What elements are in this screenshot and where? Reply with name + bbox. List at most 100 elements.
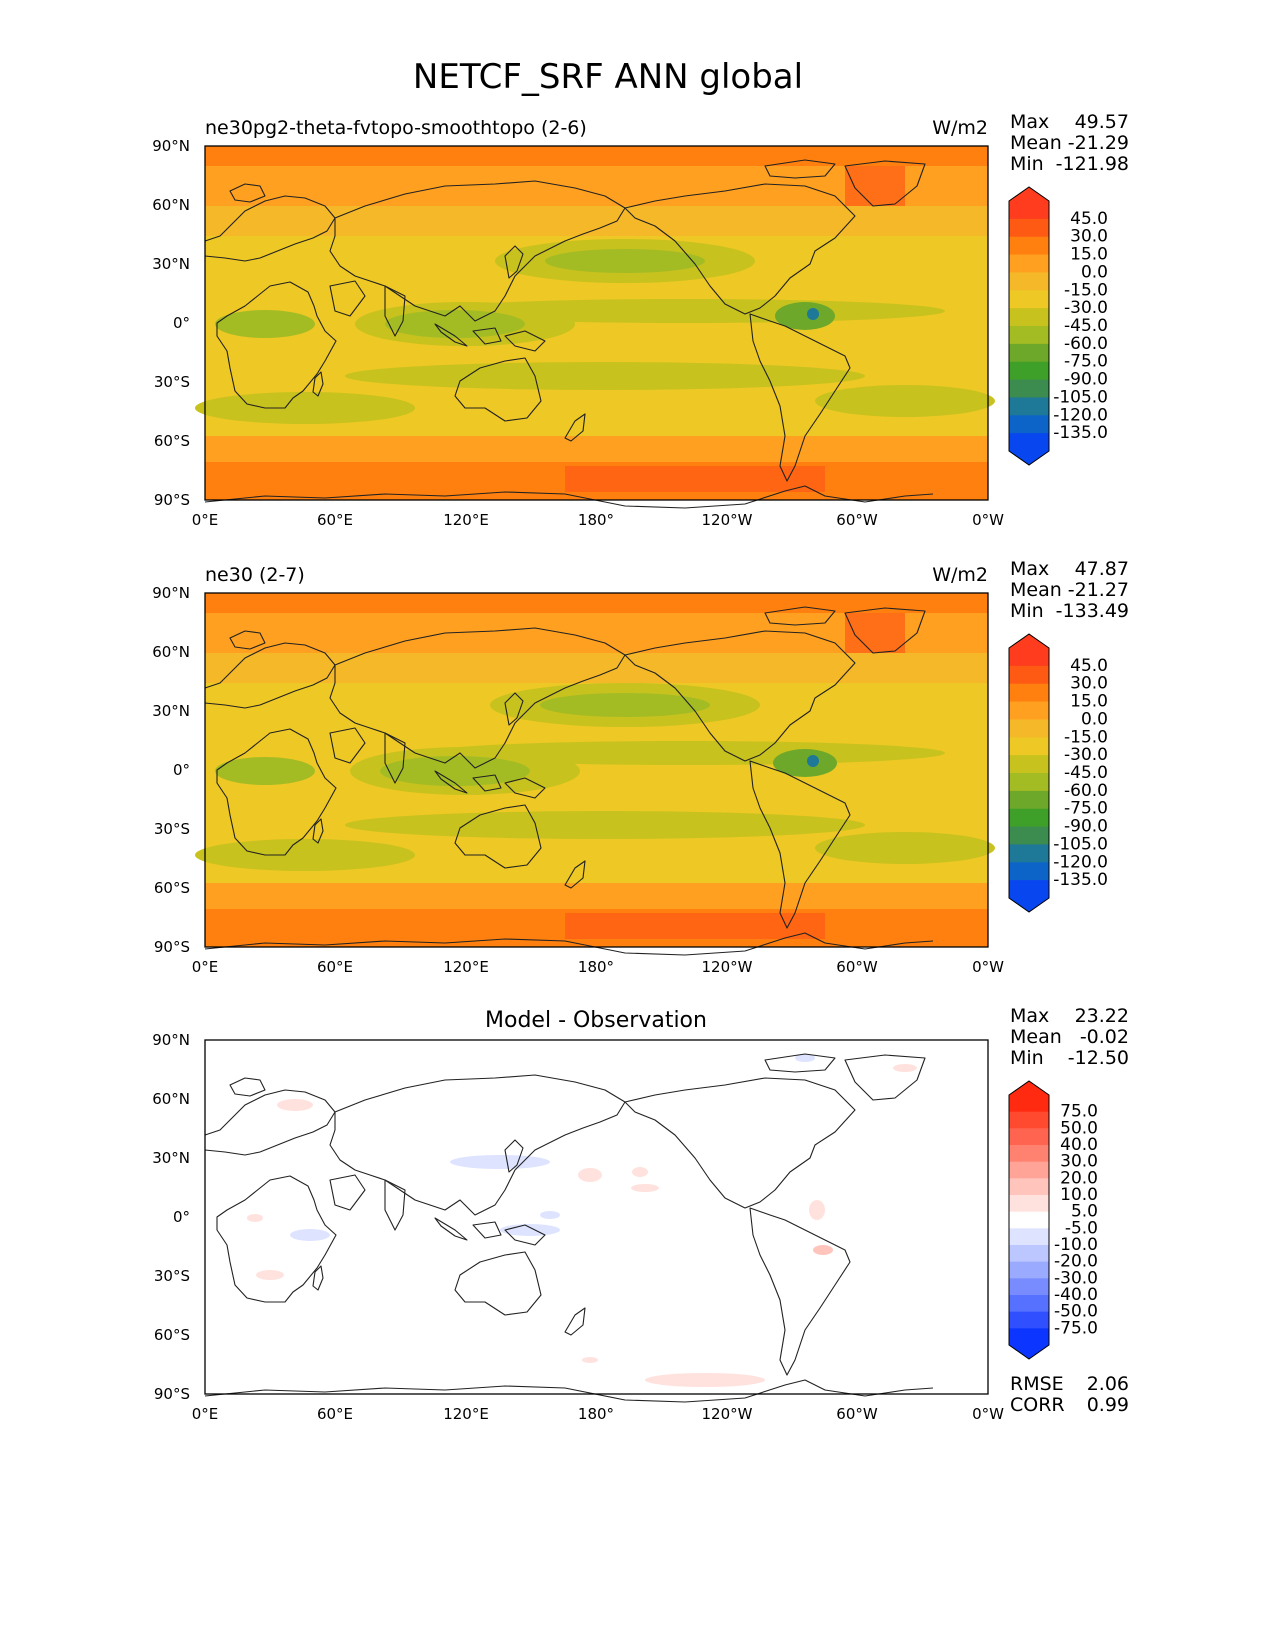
panel-2-lat-tick: 90°S bbox=[154, 938, 190, 956]
colorbar-segment bbox=[1009, 1295, 1049, 1313]
colorbar-tick-label: -40.0 bbox=[1054, 1285, 1098, 1305]
min-label: Min bbox=[1010, 600, 1044, 622]
colorbar-segment bbox=[1009, 1195, 1049, 1213]
colorbar-segment bbox=[1009, 719, 1049, 738]
colorbar-tick-label: 50.0 bbox=[1060, 1118, 1098, 1138]
panel-2: ne30 (2-7) W/m2 90°N bbox=[152, 558, 1129, 976]
colorbar-tick-label: -45.0 bbox=[1064, 763, 1108, 783]
panel-1-lon-tick: 60°E bbox=[317, 511, 353, 529]
panel-2-colorbar: 45.030.015.00.0-15.0-30.0-45.0-60.0-75.0… bbox=[1008, 633, 1108, 913]
panel-3-lon-tick: 0°E bbox=[192, 1405, 219, 1423]
panel-1-lon-ticks: 0°E 60°E 120°E 180° 120°W 60°W 0°W bbox=[192, 511, 1004, 529]
min-label: Min bbox=[1010, 1047, 1044, 1069]
colorbar-tick-label: -45.0 bbox=[1064, 316, 1108, 336]
colorbar-segment bbox=[1009, 773, 1049, 792]
colorbar-segment bbox=[1009, 880, 1049, 899]
colorbar-tick-label: -75.0 bbox=[1054, 1318, 1098, 1338]
colorbar-segment bbox=[1009, 1095, 1049, 1113]
colorbar-tick-label: -10.0 bbox=[1054, 1235, 1098, 1255]
colorbar-segment bbox=[1009, 1261, 1049, 1279]
colorbar-segment bbox=[1009, 683, 1049, 703]
panel-1-stats: Max 49.57 Mean -21.29 Min -121.98 bbox=[1010, 111, 1129, 175]
panel-2-stats: Max 47.87 Mean -21.27 Min -133.49 bbox=[1010, 558, 1129, 622]
panel-3-lat-tick: 60°S bbox=[154, 1326, 190, 1344]
colorbar-extend-min bbox=[1009, 898, 1049, 912]
colorbar-extend-max bbox=[1009, 1081, 1049, 1095]
colorbar-segment bbox=[1009, 844, 1049, 863]
colorbar-tick-label: -15.0 bbox=[1064, 280, 1108, 300]
colorbar-tick-label: 15.0 bbox=[1070, 692, 1108, 712]
panel-1-lat-tick: 90°N bbox=[152, 137, 190, 155]
colorbar-outline bbox=[1008, 633, 1050, 913]
panel-1-title: ne30pg2-theta-fvtopo-smoothtopo (2-6) bbox=[205, 117, 587, 139]
panel-1-lon-tick: 0°W bbox=[972, 511, 1004, 529]
colorbar-segment bbox=[1009, 826, 1049, 845]
panel-3-lon-tick: 180° bbox=[578, 1405, 614, 1423]
panel-2-lon-tick: 0°E bbox=[192, 958, 219, 976]
panel-1-lat-tick: 60°N bbox=[152, 196, 190, 214]
max-label: Max bbox=[1010, 1005, 1049, 1027]
colorbar-extend-max bbox=[1009, 187, 1049, 201]
colorbar-tick-label: -50.0 bbox=[1054, 1302, 1098, 1322]
colorbar-extend-min bbox=[1009, 1345, 1049, 1359]
colorbar-segment bbox=[1009, 326, 1049, 345]
colorbar-segment bbox=[1009, 1311, 1049, 1329]
panel-2-lat-tick: 90°N bbox=[152, 584, 190, 602]
colorbar-segment bbox=[1009, 1228, 1049, 1246]
colorbar-segment bbox=[1009, 272, 1049, 291]
colorbar-segment bbox=[1009, 1145, 1049, 1163]
colorbar-outline bbox=[1008, 186, 1050, 466]
colorbar-segment bbox=[1009, 254, 1049, 273]
colorbar-extend-min bbox=[1009, 451, 1049, 465]
panel-3-title: Model - Observation bbox=[485, 1008, 707, 1033]
panel-1-lon-tick: 60°W bbox=[836, 511, 878, 529]
colorbar-segment bbox=[1009, 397, 1049, 416]
colorbar-tick-label: -60.0 bbox=[1064, 334, 1108, 354]
corr-label: CORR bbox=[1010, 1394, 1065, 1416]
colorbar-segment bbox=[1009, 701, 1049, 720]
panel-3-lat-tick: 30°N bbox=[152, 1149, 190, 1167]
colorbar-tick-label: 40.0 bbox=[1060, 1135, 1098, 1155]
panel-1-map bbox=[195, 145, 995, 509]
panel-1: ne30pg2-theta-fvtopo-smoothtopo (2-6) W/… bbox=[152, 111, 1129, 529]
colorbar-tick-label: -90.0 bbox=[1064, 370, 1108, 390]
panel-1-lat-tick: 60°S bbox=[154, 432, 190, 450]
max-label: Max bbox=[1010, 111, 1049, 133]
panel-1-lon-tick: 120°E bbox=[443, 511, 489, 529]
panel-2-lat-tick: 0° bbox=[173, 761, 190, 779]
colorbar-tick-label: -60.0 bbox=[1064, 781, 1108, 801]
panel-1-lat-tick: 30°S bbox=[154, 373, 190, 391]
panel-2-lon-tick: 120°E bbox=[443, 958, 489, 976]
panel-3-lon-ticks: 0°E 60°E 120°E 180° 120°W 60°W 0°W bbox=[192, 1405, 1004, 1423]
colorbar-segment bbox=[1009, 790, 1049, 810]
mean-value: -21.29 bbox=[1068, 132, 1129, 154]
panel-3-metrics: RMSE 2.06 CORR 0.99 bbox=[1010, 1373, 1129, 1416]
panel-2-lat-tick: 60°N bbox=[152, 643, 190, 661]
colorbar-segment bbox=[1009, 236, 1049, 256]
panel-3-lon-tick: 60°W bbox=[836, 1405, 878, 1423]
panel-2-lat-tick: 30°N bbox=[152, 702, 190, 720]
colorbar-segment bbox=[1009, 201, 1049, 220]
colorbar-segment bbox=[1009, 433, 1049, 452]
colorbar-segment bbox=[1009, 308, 1049, 327]
panel-1-lon-tick: 120°W bbox=[702, 511, 753, 529]
panel-2-units: W/m2 bbox=[932, 564, 988, 586]
colorbar-tick-label: 0.0 bbox=[1081, 709, 1108, 729]
colorbar-segment bbox=[1009, 648, 1049, 667]
panel-1-units: W/m2 bbox=[932, 117, 988, 139]
panel-1-lon-tick: 0°E bbox=[192, 511, 219, 529]
colorbar-tick-label: -120.0 bbox=[1053, 852, 1108, 872]
colorbar-tick-label: -15.0 bbox=[1064, 727, 1108, 747]
rmse-value: 2.06 bbox=[1087, 1373, 1129, 1395]
colorbar-tick-label: 10.0 bbox=[1060, 1185, 1098, 1205]
panel-3-lat-tick: 0° bbox=[173, 1208, 190, 1226]
colorbar-tick-label: -105.0 bbox=[1053, 387, 1108, 407]
panel-3-lon-tick: 0°W bbox=[972, 1405, 1004, 1423]
colorbar-segment bbox=[1009, 1245, 1049, 1263]
panel-3-lon-tick: 120°E bbox=[443, 1405, 489, 1423]
min-value: -12.50 bbox=[1068, 1047, 1129, 1069]
colorbar-tick-label: 5.0 bbox=[1071, 1202, 1098, 1222]
max-label: Max bbox=[1010, 558, 1049, 580]
colorbar-segment bbox=[1009, 1128, 1049, 1146]
colorbar-segment bbox=[1009, 808, 1049, 828]
